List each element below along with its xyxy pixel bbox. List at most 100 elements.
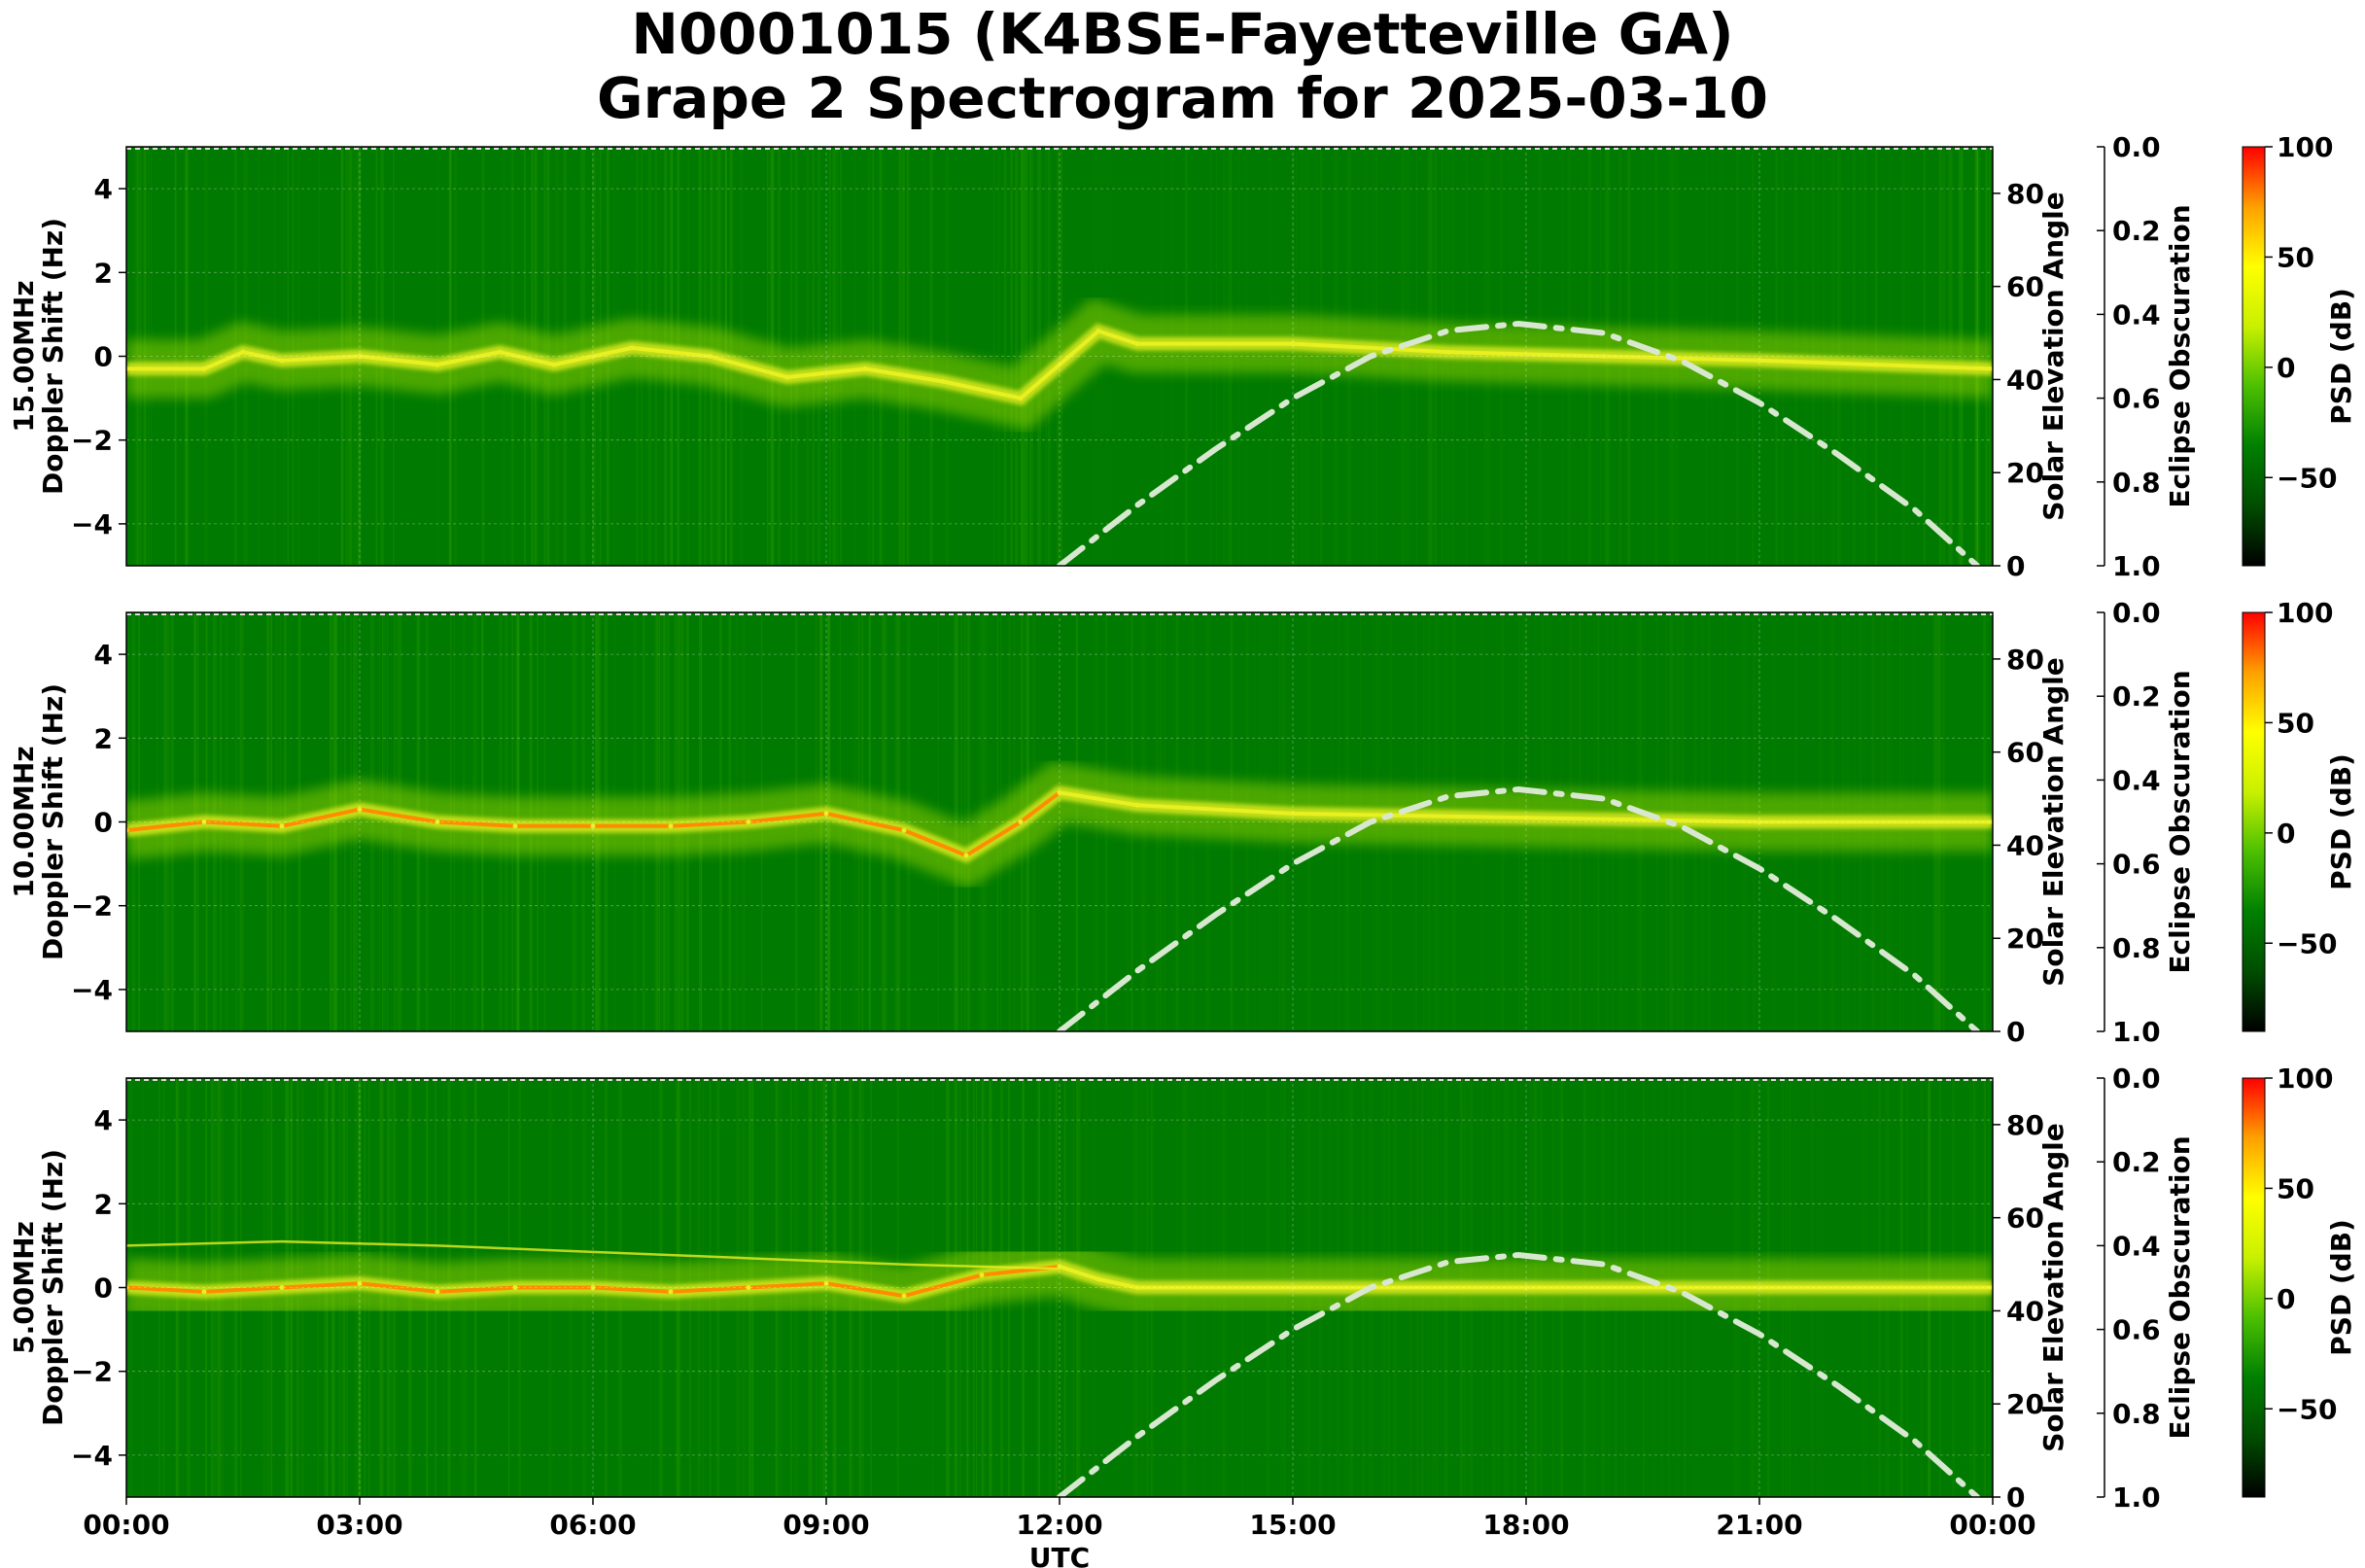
y-tick-label: −2 xyxy=(71,1356,113,1388)
right-y-tick-label: 60 xyxy=(2006,1202,2044,1235)
solar-elevation-curve xyxy=(1057,1251,1980,1497)
doppler-trace-point xyxy=(746,1285,751,1290)
colorbar-tick-label: 50 xyxy=(2277,241,2314,273)
chart-title-line1: N0001015 (K4BSE-Fayetteville GA) xyxy=(631,1,1734,67)
doppler-trace-point xyxy=(1601,354,1607,359)
doppler-trace-point xyxy=(1523,815,1529,820)
doppler-trace-point xyxy=(279,823,285,829)
doppler-trace-point xyxy=(629,345,635,351)
solar-elevation-curve xyxy=(1057,320,1980,566)
right-y-tick-label: 80 xyxy=(2006,1109,2044,1141)
y-axis-label: Doppler Shift (Hz) xyxy=(37,683,69,960)
eclipse-tick-label: 0.4 xyxy=(2112,298,2161,331)
right-y-tick-label: 0 xyxy=(2006,1016,2025,1048)
doppler-trace-segment xyxy=(280,1281,362,1290)
doppler-trace-segment xyxy=(202,350,245,371)
eclipse-tick-label: 0.8 xyxy=(2112,467,2161,499)
doppler-trace-point xyxy=(201,366,207,371)
y-tick-label: −2 xyxy=(71,425,113,457)
eclipse-tick-label: 0.8 xyxy=(2112,1398,2161,1430)
doppler-trace-segment xyxy=(1291,341,1450,355)
secondary-trace-segment xyxy=(748,1257,905,1267)
right-y-tick-label: 80 xyxy=(2006,644,2044,676)
doppler-trace-segment xyxy=(964,819,1023,857)
eclipse-obscuration-label: Eclipse Obscuration xyxy=(2164,670,2196,973)
colorbar-tick-label: 0 xyxy=(2277,818,2295,850)
colorbar-label: PSD (dB) xyxy=(2325,1219,2357,1356)
right-y-tick-label: 20 xyxy=(2006,923,2044,955)
secondary-trace-segment xyxy=(903,1263,1061,1271)
doppler-trace-point xyxy=(1290,811,1296,817)
y-tick-label: 2 xyxy=(94,722,113,754)
doppler-trace-point xyxy=(940,378,946,384)
secondary-trace-segment xyxy=(126,1239,283,1247)
doppler-trace-segment xyxy=(435,350,502,367)
doppler-trace-segment xyxy=(1019,329,1100,401)
doppler-trace-segment xyxy=(358,354,439,367)
eclipse-tick-label: 1.0 xyxy=(2112,1016,2161,1048)
doppler-trace-segment xyxy=(708,354,789,380)
x-tick-label: 18:00 xyxy=(1482,1509,1569,1541)
doppler-trace-point xyxy=(668,823,674,829)
y-axis-label-frequency: 15.00MHz xyxy=(8,280,40,432)
right-y-tick-label: 60 xyxy=(2006,737,2044,769)
doppler-trace-segment xyxy=(863,366,945,384)
doppler-trace-segment xyxy=(498,350,556,367)
secondary-trace-segment xyxy=(436,1244,594,1254)
solar-elevation-label: Solar Elevation Angle xyxy=(2037,657,2069,986)
doppler-trace-segment xyxy=(824,811,906,833)
colorbar xyxy=(2242,611,2266,1032)
doppler-trace-segment xyxy=(669,1285,750,1294)
y-tick-label: 0 xyxy=(94,341,113,373)
doppler-trace-point xyxy=(1134,802,1140,808)
doppler-trace-point xyxy=(279,1285,285,1290)
x-axis-label: UTC xyxy=(1029,1542,1090,1568)
doppler-trace-point xyxy=(551,362,557,367)
eclipse-tick-label: 0.2 xyxy=(2112,215,2161,247)
doppler-trace-segment xyxy=(1058,790,1139,808)
doppler-trace-point xyxy=(512,1285,518,1290)
x-tick-label: 15:00 xyxy=(1249,1509,1336,1541)
colorbar-tick-label: 0 xyxy=(2277,1283,2295,1315)
y-tick-label: −2 xyxy=(71,890,113,923)
doppler-trace-point xyxy=(201,1289,207,1295)
doppler-trace-segment xyxy=(824,1281,906,1299)
doppler-trace-segment xyxy=(1058,1264,1100,1281)
eclipse-tick-label: 0.6 xyxy=(2112,849,2161,881)
doppler-trace-segment xyxy=(591,1285,673,1294)
doppler-trace-point xyxy=(1756,819,1762,824)
x-tick-label: 00:00 xyxy=(83,1509,169,1541)
eclipse-tick-label: 0.2 xyxy=(2112,680,2161,713)
doppler-trace-segment xyxy=(669,819,750,828)
doppler-trace-point xyxy=(1096,1276,1101,1282)
doppler-trace-point xyxy=(901,1293,907,1299)
x-tick-label: 12:00 xyxy=(1016,1509,1102,1541)
doppler-trace-segment xyxy=(747,1281,828,1290)
right-y-tick-label: 40 xyxy=(2006,1295,2044,1327)
eclipse-tick-label: 0.2 xyxy=(2112,1146,2161,1178)
doppler-trace-segment xyxy=(1135,803,1295,816)
doppler-trace-segment xyxy=(1096,329,1139,346)
eclipse-tick-label: 0.4 xyxy=(2112,1230,2161,1262)
y-axis-label: Doppler Shift (Hz) xyxy=(37,1149,69,1426)
doppler-trace-point xyxy=(497,349,503,355)
colorbar-label: PSD (dB) xyxy=(2325,753,2357,890)
colorbar-tick-label: −50 xyxy=(2277,927,2337,959)
doppler-trace-segment xyxy=(280,354,362,363)
solar-elevation-label: Solar Elevation Angle xyxy=(2037,192,2069,520)
y-tick-label: −4 xyxy=(71,508,113,540)
doppler-trace-segment xyxy=(202,819,284,828)
eclipse-tick-label: 0.6 xyxy=(2112,383,2161,415)
doppler-trace-point xyxy=(1018,396,1024,401)
eclipse-tick-label: 0.0 xyxy=(2112,131,2161,163)
y-axis-label: Doppler Shift (Hz) xyxy=(37,218,69,495)
x-tick-label: 21:00 xyxy=(1716,1509,1802,1541)
colorbar-tick-label: 50 xyxy=(2277,707,2314,739)
doppler-trace-point xyxy=(590,823,596,829)
doppler-trace-segment xyxy=(126,819,206,833)
doppler-trace-point xyxy=(1057,789,1062,795)
x-tick-label: 00:00 xyxy=(1949,1509,2035,1541)
right-y-tick-label: 60 xyxy=(2006,271,2044,303)
eclipse-obscuration-label: Eclipse Obscuration xyxy=(2164,1135,2196,1439)
